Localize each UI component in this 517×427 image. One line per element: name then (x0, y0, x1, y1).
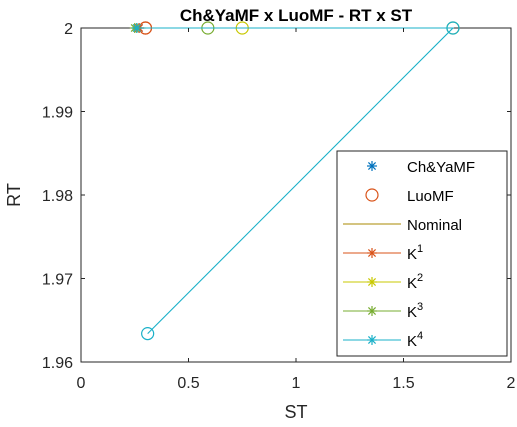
y-tick-label: 1.98 (42, 188, 73, 205)
chart-title: Ch&YaMF x LuoMF - RT x ST (180, 6, 413, 25)
legend-label-main: K (407, 333, 417, 350)
x-axis-label: ST (284, 402, 307, 422)
asterisk-stroke (367, 306, 377, 316)
y-axis-ticks: 1.96 1.97 1.98 1.99 2 (42, 21, 511, 372)
asterisk-stroke (367, 335, 377, 345)
legend-swatch-marker (367, 335, 377, 345)
legend-entry-nominal: Nominal (343, 217, 462, 234)
legend-label: K3 (407, 301, 423, 321)
x-tick-label: 0.5 (177, 375, 199, 392)
x-tick-label: 1 (292, 375, 301, 392)
legend-label: Ch&YaMF (407, 159, 475, 176)
x-tick-label: 1.5 (392, 375, 414, 392)
asterisk-stroke (132, 23, 141, 33)
legend-swatch-marker (367, 248, 377, 258)
data-point (141, 327, 155, 341)
data-point (131, 23, 142, 33)
x-tick-label: 0 (77, 375, 86, 392)
legend-swatch-marker (367, 277, 377, 287)
legend-label: Nominal (407, 217, 462, 234)
legend-entry-k3: K3 (343, 301, 423, 321)
y-tick-label: 1.99 (42, 105, 73, 122)
legend-label: K2 (407, 272, 423, 292)
legend-swatch-marker (365, 188, 379, 202)
legend-label-superscript: 4 (417, 330, 423, 342)
series-line (136, 27, 455, 334)
y-axis-label: RT (4, 183, 24, 207)
legend-label: K4 (407, 330, 423, 350)
legend-label: LuoMF (407, 188, 454, 205)
legend-entry-k1: K1 (343, 243, 423, 263)
legend-label-superscript: 1 (417, 243, 423, 255)
legend-swatch-marker (367, 306, 377, 316)
y-tick-label: 1.97 (42, 272, 73, 289)
asterisk-stroke (367, 248, 377, 258)
x-tick-label: 2 (507, 375, 516, 392)
legend-label: K1 (407, 243, 423, 263)
legend-swatch-marker (367, 161, 377, 171)
legend-label-superscript: 3 (417, 301, 423, 313)
legend-label-main: Nominal (407, 217, 462, 234)
asterisk-stroke (367, 161, 377, 171)
series-layer (129, 21, 460, 341)
y-tick-label: 2 (64, 21, 73, 38)
legend-entry-ch-yamf: Ch&YaMF (367, 159, 475, 176)
legend-label-main: K (407, 246, 417, 263)
legend-label-superscript: 2 (417, 272, 423, 284)
legend-label-main: Ch&YaMF (407, 159, 475, 176)
x-axis-ticks: 0 0.5 1 1.5 2 (77, 28, 516, 392)
legend-entry-k2: K2 (343, 272, 423, 292)
legend-label-main: K (407, 304, 417, 321)
legend-entry-luomf: LuoMF (365, 188, 454, 205)
asterisk-stroke (367, 277, 377, 287)
legend-entry-k4: K4 (343, 330, 423, 350)
data-point (446, 21, 460, 35)
legend-label-main: LuoMF (407, 188, 454, 205)
y-tick-label: 1.96 (42, 355, 73, 372)
series-k4 (131, 21, 460, 341)
legend-label-main: K (407, 275, 417, 292)
